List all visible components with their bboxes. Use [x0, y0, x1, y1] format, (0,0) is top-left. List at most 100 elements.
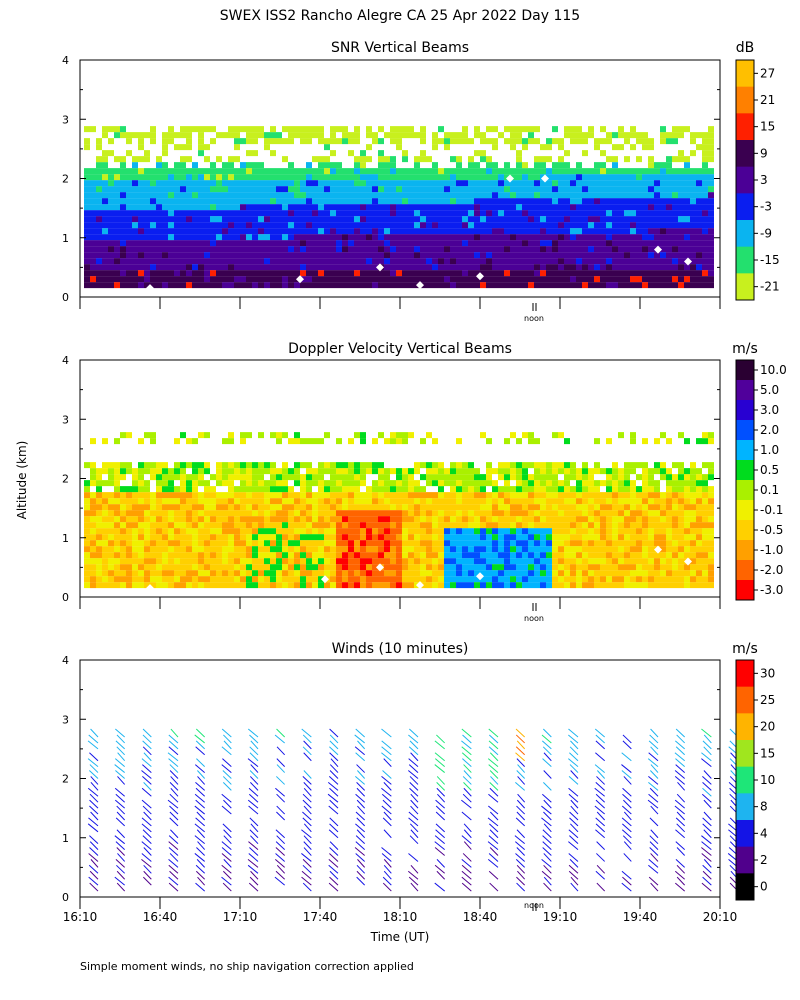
snr-cell	[690, 150, 696, 157]
snr-cell	[402, 222, 408, 229]
doppler-cell	[564, 438, 570, 445]
snr-cell	[360, 156, 366, 163]
doppler-cell	[540, 468, 546, 475]
snr-cell	[342, 258, 348, 265]
snr-cell	[282, 228, 288, 235]
snr-cell	[462, 234, 468, 241]
snr-cell	[576, 180, 582, 187]
snr-cell	[252, 216, 258, 223]
snr-cell	[582, 234, 588, 241]
doppler-cell	[246, 522, 252, 529]
snr-cell	[102, 210, 108, 217]
snr-cell	[570, 168, 576, 175]
snr-cell	[510, 264, 516, 271]
doppler-cell	[126, 462, 132, 469]
snr-cell	[570, 132, 576, 139]
snr-cell	[348, 180, 354, 187]
snr-cell	[696, 192, 702, 199]
snr-cell	[660, 228, 666, 235]
doppler-cell	[132, 522, 138, 529]
snr-cell	[342, 264, 348, 271]
snr-cell	[582, 204, 588, 211]
snr-cell	[294, 246, 300, 253]
doppler-cell	[90, 498, 96, 505]
doppler-cell	[228, 480, 234, 487]
doppler-cell	[180, 510, 186, 517]
doppler-cell	[330, 462, 336, 469]
snr-cell	[486, 174, 492, 181]
doppler-cell	[588, 522, 594, 529]
doppler-cell	[270, 552, 276, 559]
snr-cell	[630, 216, 636, 223]
snr-cell	[360, 180, 366, 187]
snr-cell	[342, 204, 348, 211]
doppler-cell	[624, 468, 630, 475]
doppler-cell	[228, 474, 234, 481]
snr-cell	[516, 204, 522, 211]
doppler-cell	[564, 480, 570, 487]
snr-cell	[420, 138, 426, 145]
snr-cell	[396, 234, 402, 241]
snr-cell	[366, 198, 372, 205]
doppler-cell	[696, 480, 702, 487]
snr-cell	[552, 264, 558, 271]
doppler-cell	[186, 522, 192, 529]
doppler-cell	[294, 480, 300, 487]
snr-cell	[102, 282, 108, 289]
doppler-cell	[312, 492, 318, 499]
snr-cell	[486, 264, 492, 271]
snr-cell	[240, 234, 246, 241]
doppler-cell	[582, 570, 588, 577]
snr-cell	[252, 162, 258, 169]
doppler-cell	[696, 558, 702, 565]
snr-cell	[708, 126, 714, 133]
doppler-cell	[258, 558, 264, 565]
snr-cell	[630, 276, 636, 283]
snr-gap	[476, 272, 484, 281]
snr-cell	[636, 174, 642, 181]
doppler-cell	[678, 522, 684, 529]
doppler-cell	[444, 582, 450, 589]
snr-cell	[552, 168, 558, 175]
snr-cell	[498, 252, 504, 259]
snr-cell	[702, 210, 708, 217]
doppler-cell	[294, 498, 300, 505]
doppler-cell	[102, 576, 108, 583]
doppler-cell	[246, 528, 252, 535]
doppler-cell	[186, 540, 192, 547]
doppler-cell	[348, 534, 354, 541]
doppler-cell	[426, 498, 432, 505]
snr-cell	[414, 174, 420, 181]
snr-cell	[276, 174, 282, 181]
doppler-cell	[342, 582, 348, 589]
snr-cell	[156, 192, 162, 199]
doppler-cell	[606, 552, 612, 559]
snr-cell	[96, 192, 102, 199]
doppler-cell	[498, 468, 504, 475]
doppler-cell	[522, 582, 528, 589]
snr-cell	[330, 198, 336, 205]
doppler-cell	[504, 552, 510, 559]
doppler-cell	[108, 504, 114, 511]
doppler-cell	[150, 528, 156, 535]
doppler-cell	[138, 570, 144, 577]
doppler-cell	[660, 540, 666, 547]
doppler-cell	[468, 552, 474, 559]
doppler-cell	[294, 528, 300, 535]
snr-cell	[474, 162, 480, 169]
snr-cell	[618, 144, 624, 151]
snr-cell	[120, 156, 126, 163]
doppler-cell	[264, 492, 270, 499]
snr-cell	[522, 222, 528, 229]
doppler-cell	[234, 486, 240, 493]
doppler-cell	[222, 576, 228, 583]
snr-cell	[648, 186, 654, 193]
doppler-cell	[456, 516, 462, 523]
doppler-cell	[678, 468, 684, 475]
doppler-cell	[414, 492, 420, 499]
snr-cell	[198, 240, 204, 247]
snr-cell	[678, 270, 684, 277]
doppler-cell	[528, 432, 534, 439]
snr-cell	[84, 216, 90, 223]
snr-cell	[456, 282, 462, 289]
